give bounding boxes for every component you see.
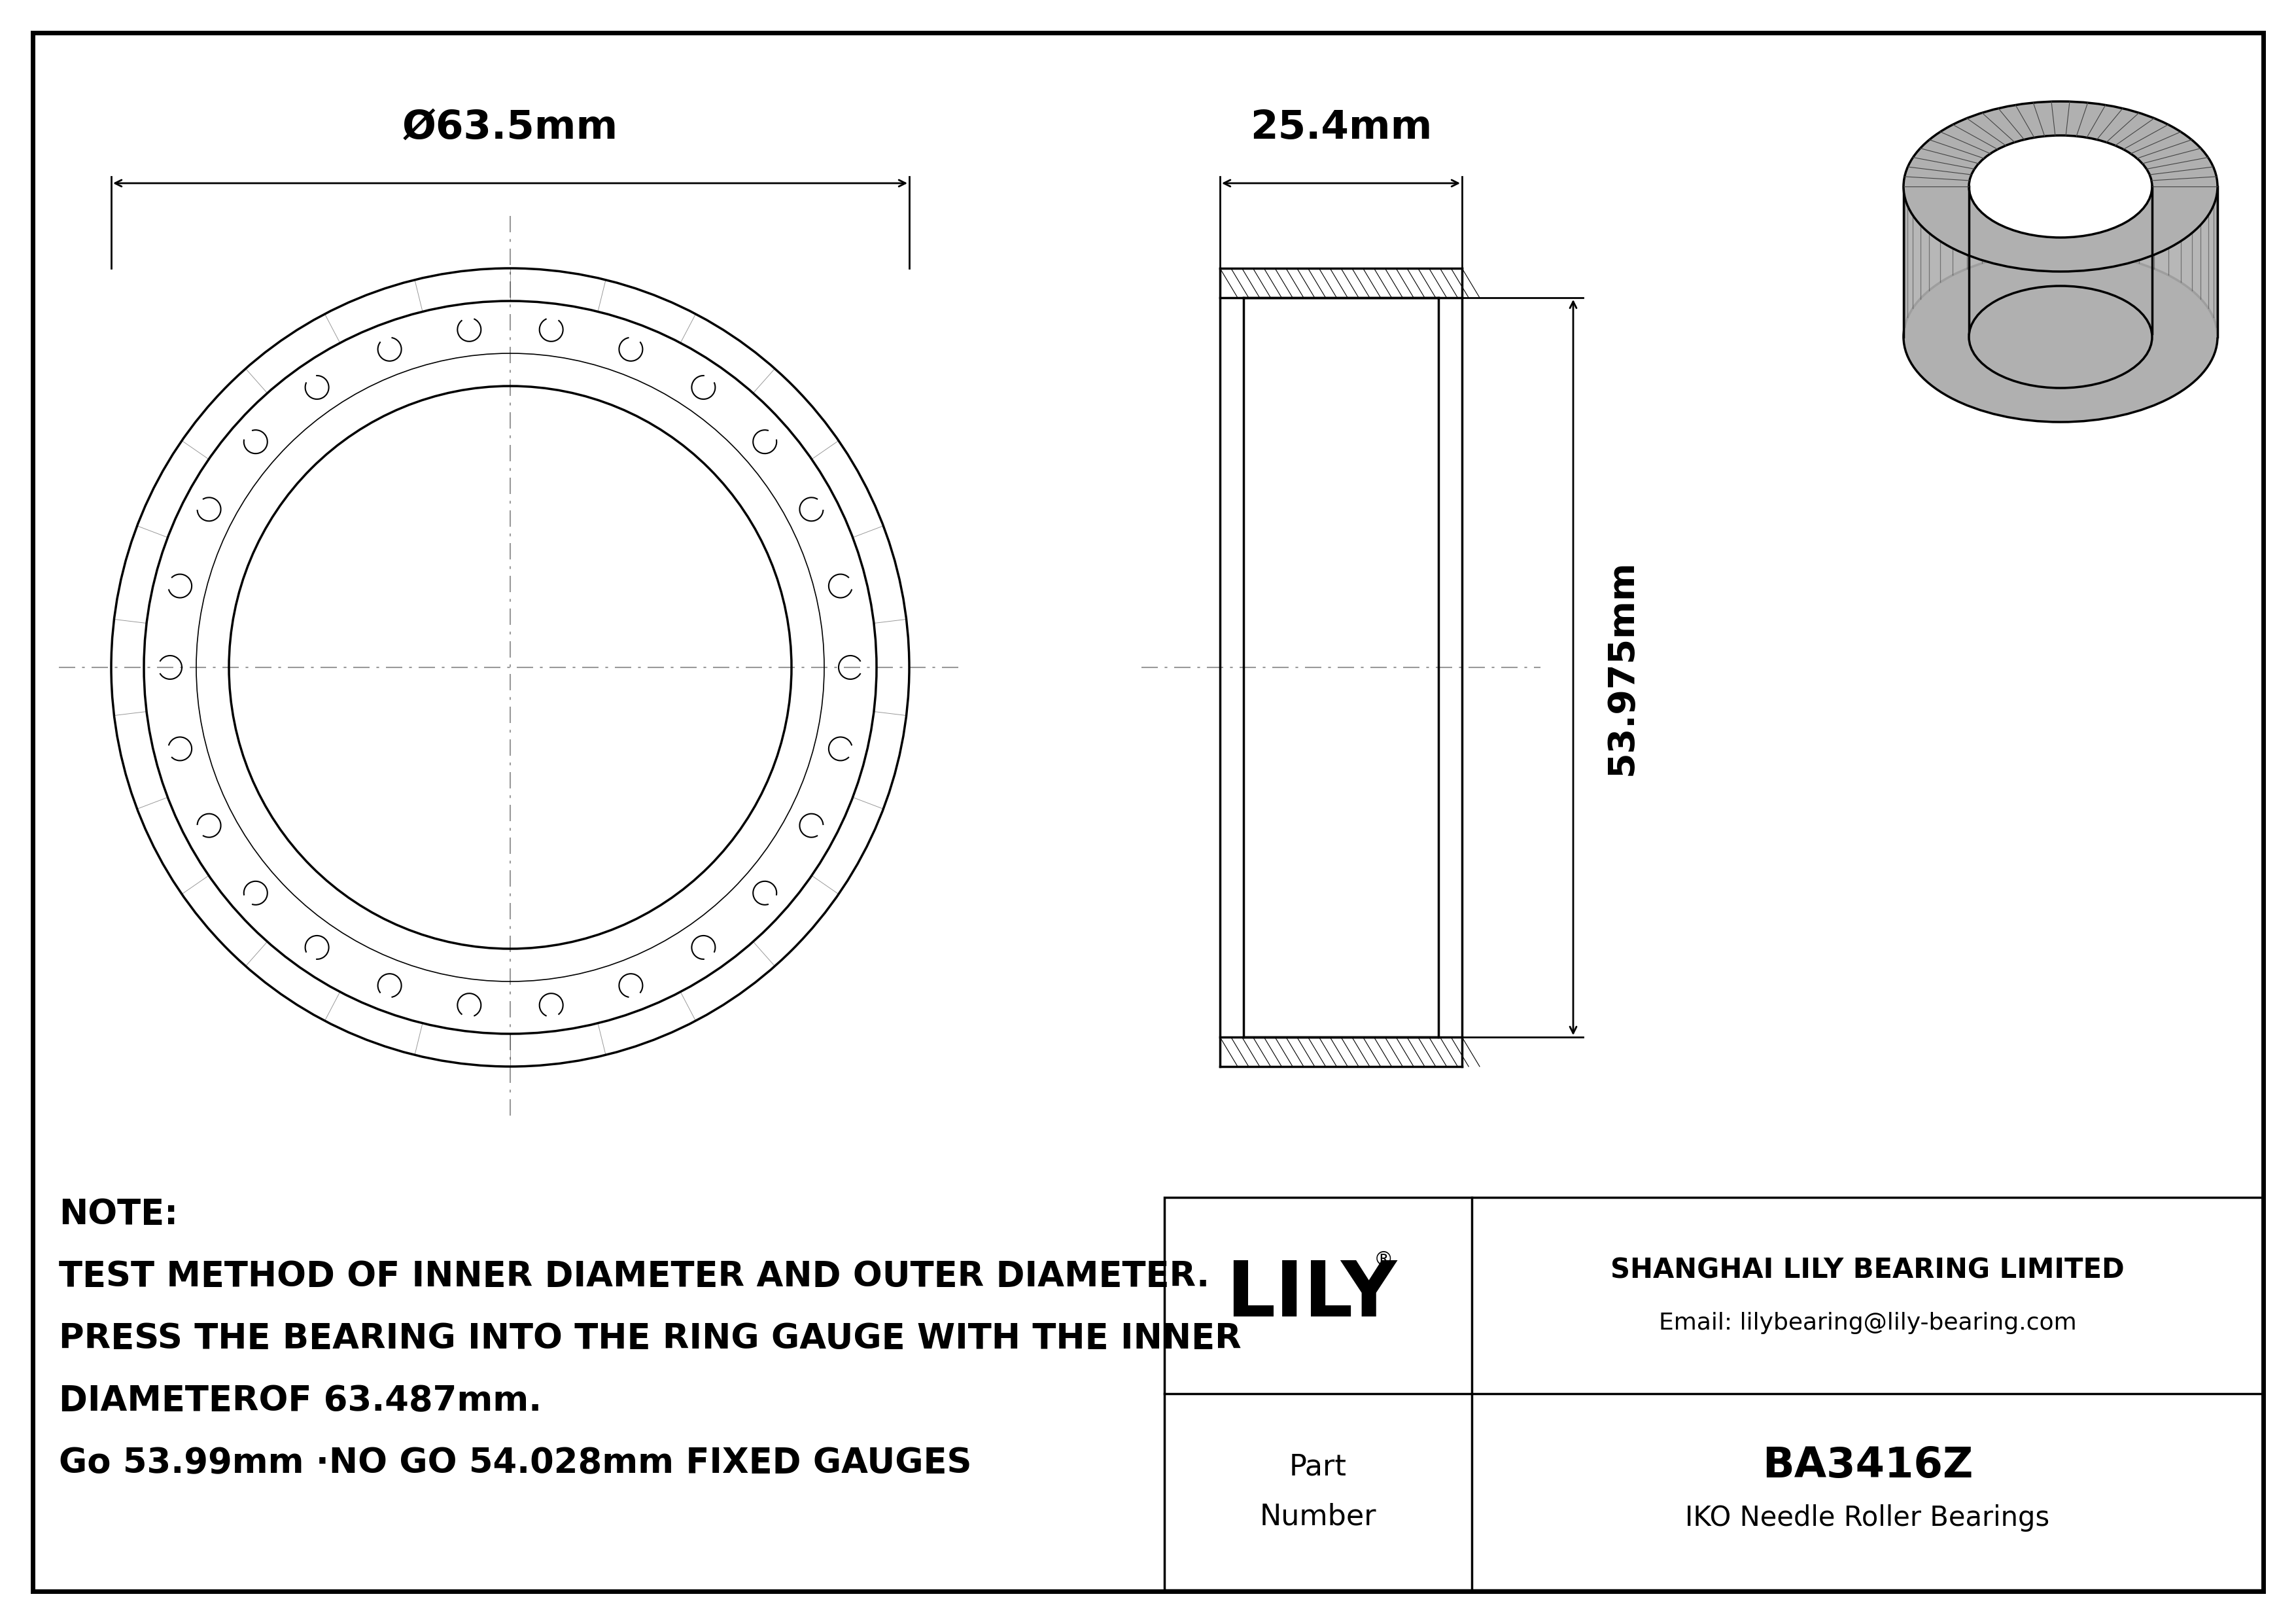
Text: BA3416Z: BA3416Z	[1761, 1445, 1972, 1486]
Text: Go 53.99mm ·NO GO 54.028mm FIXED GAUGES: Go 53.99mm ·NO GO 54.028mm FIXED GAUGES	[60, 1445, 971, 1479]
Text: PRESS THE BEARING INTO THE RING GAUGE WITH THE INNER: PRESS THE BEARING INTO THE RING GAUGE WI…	[60, 1322, 1242, 1356]
Text: NOTE:: NOTE:	[60, 1197, 179, 1231]
Bar	[1164, 1197, 2264, 1590]
Text: 53.975mm: 53.975mm	[1605, 560, 1639, 775]
Ellipse shape	[1903, 101, 2218, 271]
Text: LILY: LILY	[1226, 1259, 1396, 1333]
Text: IKO Needle Roller Bearings: IKO Needle Roller Bearings	[1685, 1504, 2050, 1531]
Text: Number: Number	[1261, 1502, 1378, 1531]
Text: Part: Part	[1290, 1453, 1348, 1481]
Text: TEST METHOD OF INNER DIAMETER AND OUTER DIAMETER.: TEST METHOD OF INNER DIAMETER AND OUTER …	[60, 1260, 1210, 1294]
Text: Ø63.5mm: Ø63.5mm	[402, 109, 618, 148]
Text: Email: lilybearing@lily-bearing.com: Email: lilybearing@lily-bearing.com	[1658, 1312, 2076, 1335]
Text: DIAMETEROF 63.487mm.: DIAMETEROF 63.487mm.	[60, 1384, 542, 1418]
Ellipse shape	[1970, 286, 2151, 388]
Text: ®: ®	[1373, 1250, 1394, 1268]
Polygon shape	[1903, 101, 2218, 336]
Text: SHANGHAI LILY BEARING LIMITED: SHANGHAI LILY BEARING LIMITED	[1609, 1257, 2124, 1285]
Ellipse shape	[1903, 252, 2218, 422]
Text: 25.4mm: 25.4mm	[1249, 109, 1433, 148]
Ellipse shape	[1970, 135, 2151, 237]
